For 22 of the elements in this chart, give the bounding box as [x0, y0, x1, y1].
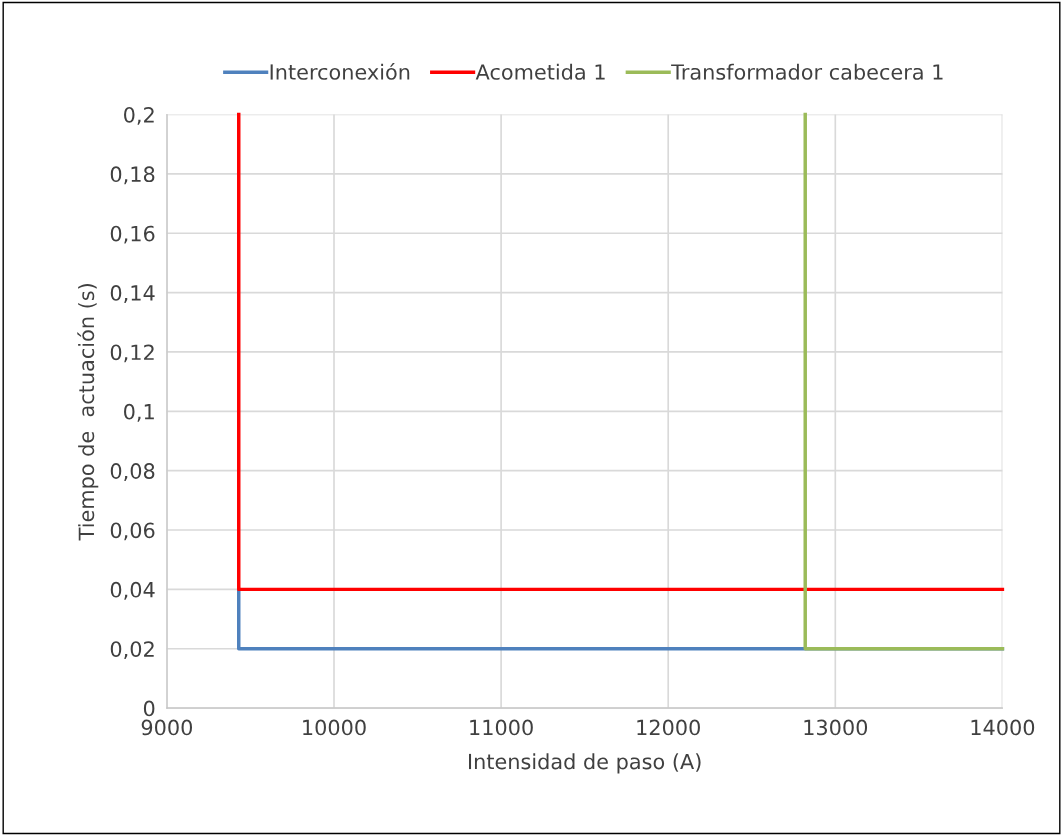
y-tick-label: 0,2 — [124, 106, 154, 125]
y-tick-label: 0,14 — [110, 285, 155, 303]
y-tick-label: 0,06 — [110, 522, 155, 541]
y-tick-label: 0,12 — [110, 344, 154, 363]
legend-label: Acometida 1 — [475, 63, 605, 80]
x-tick-label: 12000 — [637, 719, 700, 736]
x-tick-label: 10000 — [303, 719, 366, 736]
x-tick-label: 14000 — [971, 719, 1035, 736]
x-tick-label: 11000 — [470, 719, 533, 736]
y-tick-label: 0 — [143, 700, 155, 717]
x-axis-title: Intensidad de paso (A) — [468, 753, 701, 774]
legend-label: Transformador cabecera 1 — [671, 63, 943, 80]
y-tick-label: 0,18 — [110, 166, 155, 185]
x-tick-label: 13000 — [804, 719, 868, 736]
y-tick-label: 0,04 — [110, 581, 155, 600]
x-tick-label: 9000 — [141, 719, 193, 736]
y-tick-label: 0,02 — [110, 641, 154, 660]
y-tick-label: 0,08 — [110, 463, 155, 481]
y-axis-title: Tiempo de actuación (s) — [77, 284, 99, 541]
y-tick-label: 0,16 — [110, 225, 155, 244]
legend-label: Interconexión — [270, 62, 410, 80]
y-tick-label: 0,1 — [124, 403, 154, 422]
